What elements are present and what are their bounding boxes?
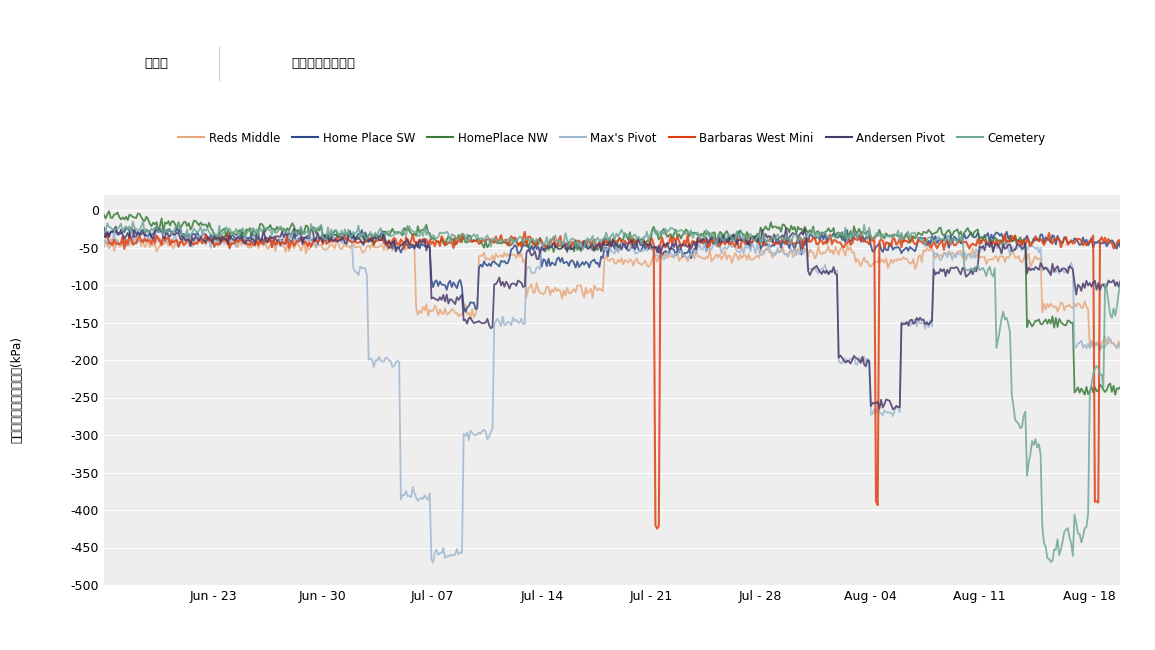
Legend: Reds Middle, Home Place SW, HomePlace NW, Max's Pivot, Barbaras West Mini, Ander: Reds Middle, Home Place SW, HomePlace NW… <box>173 127 1051 150</box>
Text: マトリックポテンシャル(kPa): マトリックポテンシャル(kPa) <box>10 337 24 443</box>
Text: 培単土: 培単土 <box>144 57 167 70</box>
Text: 作物の種類: 作物の種類 <box>304 23 343 36</box>
Text: 土壌の種類: 土壌の種類 <box>136 23 176 36</box>
Text: ジャガイモの種芤: ジャガイモの種芤 <box>291 57 356 70</box>
